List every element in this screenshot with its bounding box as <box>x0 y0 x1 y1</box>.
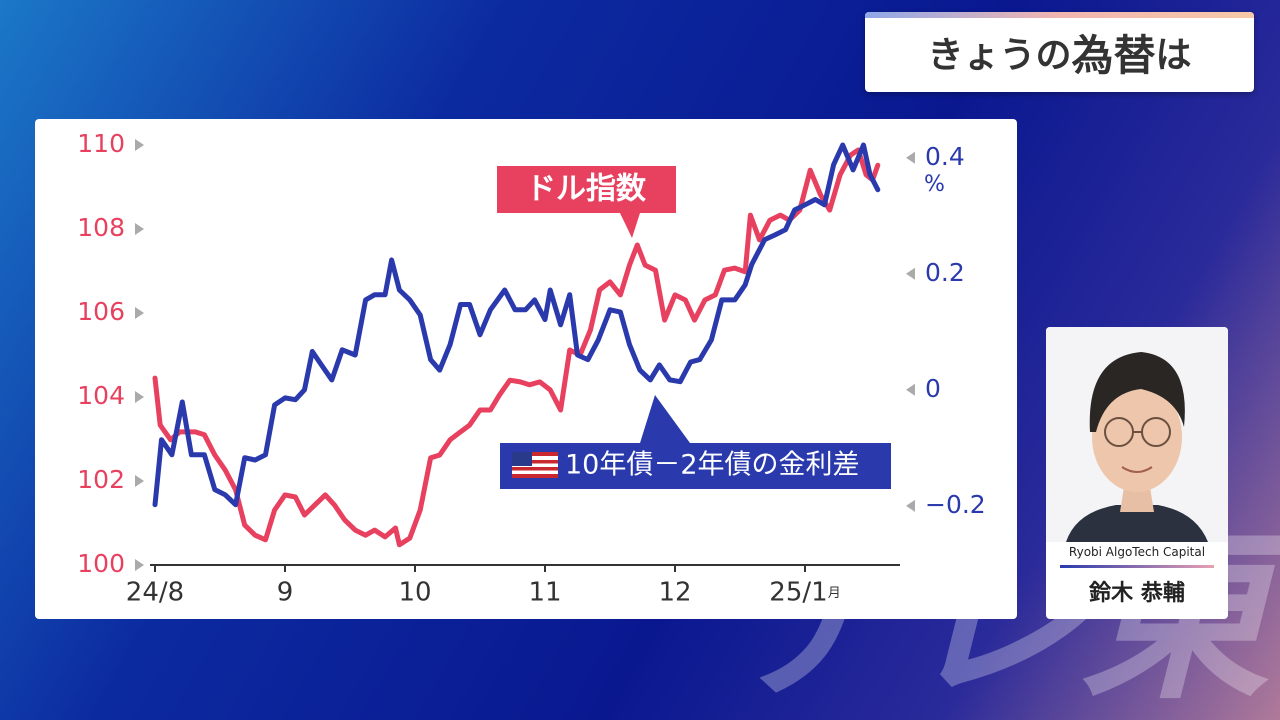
callout-blue <box>500 395 891 489</box>
y2-tick-label: 0.2 <box>925 258 965 287</box>
presenter-company: Ryobi AlgoTech Capital <box>1068 545 1206 559</box>
y2-tick-label: 0.4 <box>925 142 965 171</box>
y-tick <box>135 475 144 487</box>
y2-tick-label: −0.2 <box>925 490 986 519</box>
y-tick-label: 100 <box>77 549 125 578</box>
x-tick-label: 9 <box>277 578 294 608</box>
us-flag <box>512 452 558 478</box>
title-suffix: は <box>1155 35 1192 76</box>
y-tick-label: 110 <box>77 129 125 158</box>
y-tick <box>135 139 144 151</box>
legend-label: ドル指数 <box>526 172 646 207</box>
callouts: ドル指数 10年債－2年債の金利差 <box>497 166 891 489</box>
x-unit: 月 <box>828 586 841 601</box>
title-prefix: きょうの <box>927 35 1072 76</box>
y-tick-label: 106 <box>77 297 125 326</box>
y-tick <box>135 307 144 319</box>
y-tick-label: 102 <box>77 465 125 494</box>
x-tick-label: 10 <box>398 578 431 608</box>
x-tick-label: 11 <box>528 578 561 608</box>
y-tick-label: 108 <box>77 213 125 242</box>
x-tick-label: 25/1月 <box>769 578 840 608</box>
y2-tick <box>906 151 915 164</box>
callout-red <box>497 166 676 238</box>
presenter-photo <box>1046 327 1228 542</box>
presenter-name: 鈴木 恭輔 <box>1089 581 1185 606</box>
presenter-card: Ryobi AlgoTech Capital 鈴木 恭輔 <box>1046 327 1228 619</box>
y2-tick <box>906 383 915 396</box>
y-tick <box>135 391 144 403</box>
title-emphasis: 為替 <box>1071 30 1156 80</box>
y-tick <box>135 223 144 235</box>
x-tick-label: 12 <box>658 578 691 608</box>
x-tick-label: 24/8 <box>126 578 184 608</box>
y2-axis-label: % <box>924 172 945 197</box>
legend-label: 10年債－2年債の金利差 <box>565 450 860 481</box>
series-line <box>152 142 881 508</box>
y-tick <box>135 559 144 571</box>
series-line <box>152 147 881 548</box>
card-divider <box>1060 565 1214 568</box>
title-box: きょうの 為替は <box>865 12 1254 92</box>
y2-tick <box>906 267 915 280</box>
y2-tick-label: 0 <box>925 374 941 403</box>
y-tick-label: 104 <box>77 381 125 410</box>
y2-tick <box>906 499 915 512</box>
